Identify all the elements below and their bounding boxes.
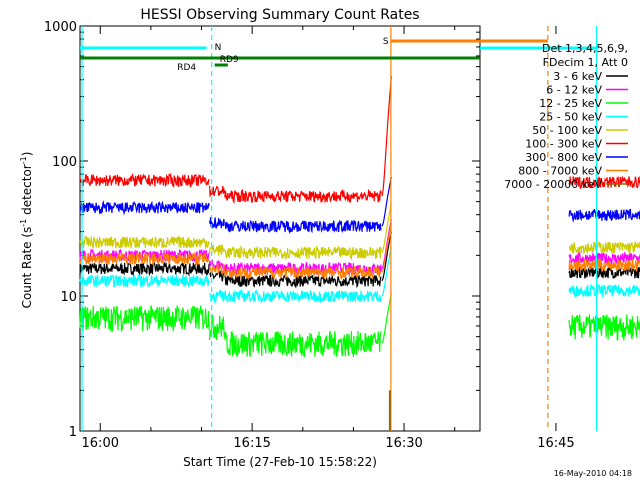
plot-area: 110100100016:0016:1516:3016:4517:0017:15… [44, 20, 640, 451]
legend-label: 50 - 100 keV [532, 124, 602, 137]
legend: Det 1,3,4,5,6,9, FDecim 1, Att 0 3 - 6 k… [504, 42, 628, 191]
rd9-label: RD9 [220, 55, 239, 65]
y-tick-label: 1000 [44, 20, 77, 35]
footer-timestamp: 16-May-2010 04:18 [554, 469, 632, 478]
saa-label: S [383, 37, 389, 47]
series-line [79, 231, 640, 289]
x-tick-label: 16:30 [385, 436, 422, 451]
series-line [79, 223, 640, 281]
legend-header-line-2: FDecim 1, Att 0 [543, 56, 628, 69]
series-line [79, 203, 640, 261]
y-tick-label: 1 [69, 425, 77, 440]
legend-header-line-1: Det 1,3,4,5,6,9, [542, 42, 628, 55]
legend-label: 7000 - 20000 keV [504, 178, 602, 191]
x-tick-label: 16:15 [233, 436, 270, 451]
y-tick-label: 100 [52, 155, 77, 170]
x-tick-label: 16:00 [82, 436, 119, 451]
legend-label: 12 - 25 keV [539, 97, 602, 110]
x-tick-label: 16:45 [537, 436, 574, 451]
legend-label: 800 - 7000 keV [518, 165, 602, 178]
series-line [79, 246, 640, 305]
chart-title: HESSI Observing Summary Count Rates [140, 7, 419, 23]
legend-label: 6 - 12 keV [546, 84, 602, 97]
x-axis-label: Start Time (27-Feb-10 15:58:22) [183, 455, 377, 469]
legend-label: 25 - 50 keV [539, 111, 602, 124]
night-label: N [215, 43, 222, 53]
y-tick-label: 10 [60, 290, 77, 305]
legend-label: 100 - 300 keV [525, 138, 602, 151]
rd4-label: RD4 [177, 63, 196, 73]
series-line [79, 76, 640, 204]
series-line [79, 176, 640, 235]
y-axis-label: Count Rate (s-1 detector-1) [19, 152, 34, 309]
legend-label: 300 - 800 keV [525, 151, 602, 164]
series-line [79, 293, 640, 359]
legend-label: 3 - 6 keV [553, 70, 602, 83]
plot-frame [79, 25, 481, 432]
